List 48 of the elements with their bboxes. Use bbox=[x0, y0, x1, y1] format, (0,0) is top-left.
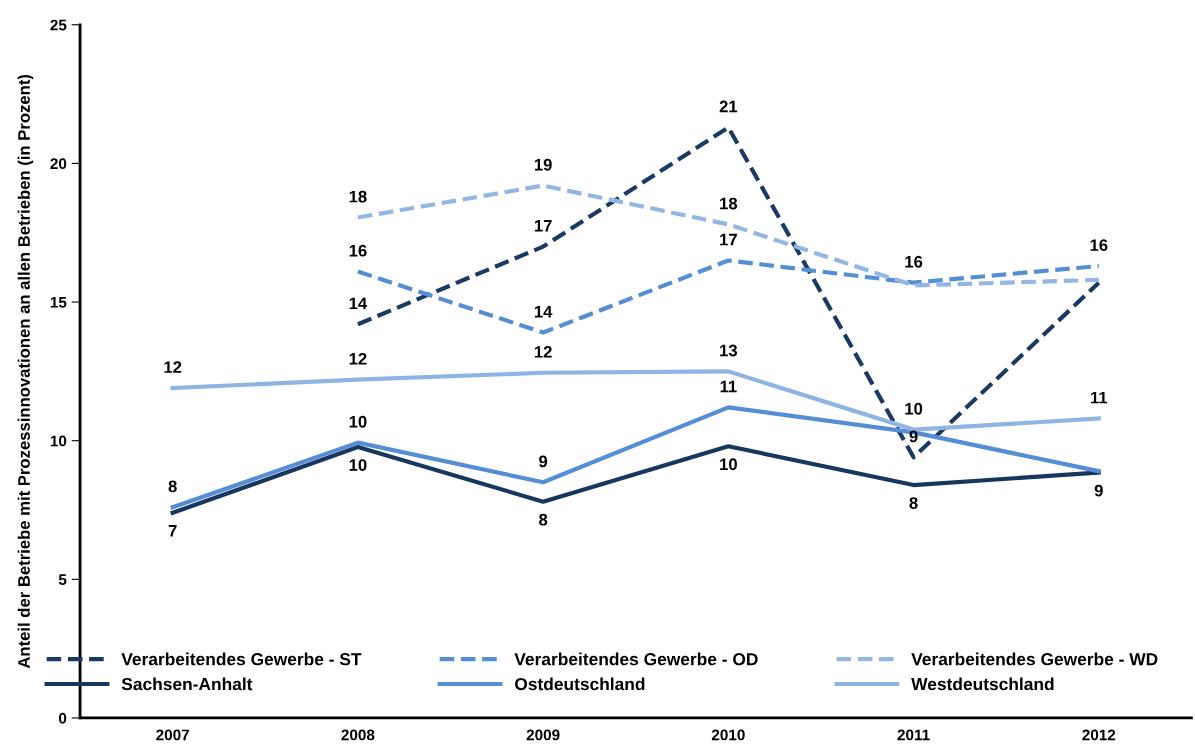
x-tick-label: 2008 bbox=[341, 729, 375, 741]
legend-label: Westdeutschland bbox=[911, 677, 1054, 691]
data-label: 21 bbox=[719, 100, 738, 113]
data-label: 9 bbox=[909, 430, 918, 443]
data-label: 16 bbox=[1090, 239, 1108, 252]
x-tick-label: 2009 bbox=[526, 729, 560, 741]
y-tick-label: 10 bbox=[50, 435, 67, 447]
y-tick-label: 15 bbox=[50, 297, 67, 308]
data-label: 10 bbox=[720, 458, 737, 471]
legend-label: Sachsen-Anhalt bbox=[121, 677, 253, 691]
legend-label: Verarbeitendes Gewerbe - WD bbox=[911, 652, 1158, 666]
data-label: 12 bbox=[164, 361, 182, 373]
y-tick-label: 25 bbox=[50, 19, 67, 31]
x-tick-label: 2007 bbox=[156, 729, 189, 741]
data-label: 13 bbox=[720, 344, 738, 357]
line-series bbox=[170, 444, 1101, 515]
data-label: 16 bbox=[349, 244, 367, 257]
data-label: 14 bbox=[349, 297, 368, 310]
data-label: 18 bbox=[349, 190, 367, 203]
data-label: 18 bbox=[720, 197, 738, 210]
y-axis-title: Anteil der Betriebe mit Prozessinnovationen an allen Betrieben (in Prozent) bbox=[17, 74, 34, 669]
data-label: 7 bbox=[168, 525, 177, 537]
y-tick-label: 0 bbox=[58, 712, 67, 724]
data-label: 19 bbox=[534, 158, 552, 171]
data-label: 10 bbox=[905, 402, 923, 415]
data-label: 8 bbox=[909, 497, 918, 509]
data-label: 8 bbox=[168, 480, 177, 493]
x-tick-label: 2012 bbox=[1082, 729, 1116, 741]
data-label: 10 bbox=[349, 459, 367, 471]
data-label: 12 bbox=[349, 352, 367, 365]
data-label: 9 bbox=[1094, 484, 1103, 497]
data-label: 11 bbox=[1091, 391, 1108, 404]
data-label: 10 bbox=[349, 415, 367, 428]
data-label: 14 bbox=[534, 305, 553, 318]
y-tick-label: 5 bbox=[58, 574, 67, 586]
legend-label: Verarbeitendes Gewerbe - OD bbox=[514, 652, 758, 666]
data-label: 11 bbox=[720, 380, 737, 393]
data-label: 17 bbox=[534, 220, 552, 232]
x-tick-label: 2011 bbox=[897, 729, 930, 741]
data-label: 17 bbox=[720, 233, 737, 246]
data-label: 9 bbox=[539, 455, 548, 468]
data-label: 16 bbox=[905, 255, 923, 268]
y-tick-label: 20 bbox=[50, 158, 67, 170]
legend-label: Ostdeutschland bbox=[515, 677, 645, 691]
legend-label: Verarbeitendes Gewerbe - ST bbox=[121, 652, 362, 666]
data-label: 12 bbox=[534, 345, 552, 358]
data-label: 8 bbox=[539, 513, 548, 526]
x-tick-label: 2010 bbox=[711, 729, 745, 741]
